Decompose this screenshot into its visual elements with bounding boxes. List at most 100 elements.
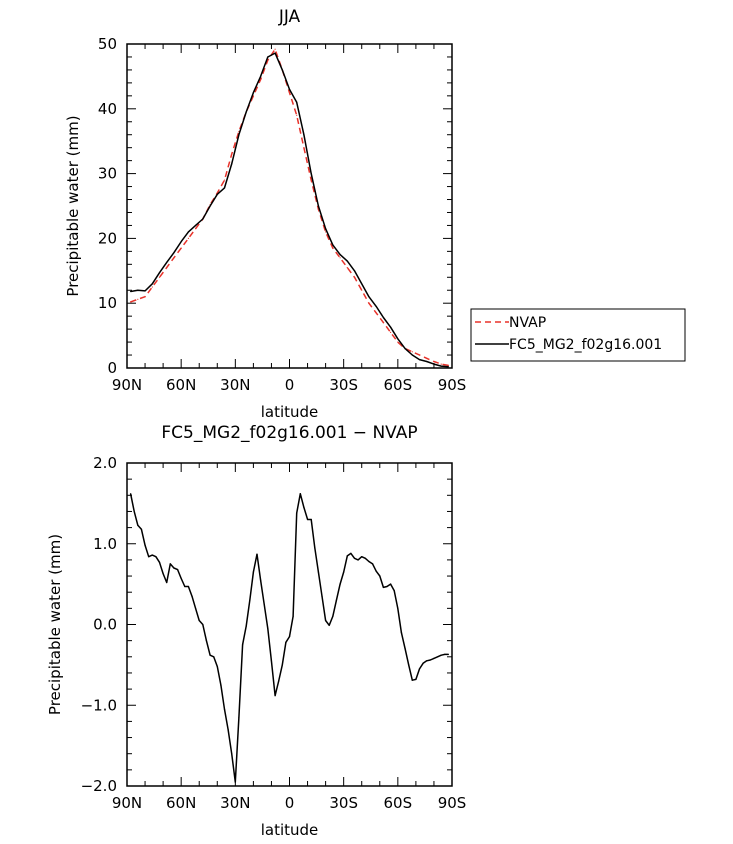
data-point: [422, 662, 424, 664]
y-tick-label: 40: [98, 100, 117, 118]
x-tick-label: 30S: [329, 794, 358, 812]
data-point: [263, 603, 265, 605]
y-axis-label: Precipitable water (mm): [64, 115, 82, 296]
data-point: [281, 69, 283, 71]
x-tick-label: 90N: [112, 376, 142, 394]
data-point: [281, 664, 283, 666]
series-2: [130, 52, 449, 368]
data-point: [361, 283, 363, 285]
legend: NVAP FC5_MG2_f02g16.001: [470, 308, 686, 362]
data-point: [144, 296, 146, 298]
data-point: [278, 680, 280, 682]
data-point: [368, 302, 370, 304]
data-point: [361, 289, 363, 291]
data-point: [227, 728, 229, 731]
x-axis-label: latitude: [261, 821, 319, 839]
data-point: [288, 92, 291, 94]
x-tick-label: 30N: [220, 376, 250, 394]
data-point: [303, 506, 305, 508]
data-point: [332, 615, 334, 618]
data-point: [433, 657, 435, 660]
data-point: [158, 561, 161, 563]
data-point: [177, 569, 179, 571]
data-point: [346, 267, 348, 269]
data-point: [335, 599, 337, 601]
data-point: [328, 624, 330, 626]
data-point: [375, 305, 377, 307]
data-point: [397, 607, 399, 610]
data-point: [133, 510, 135, 512]
data-point: [223, 708, 226, 710]
data-point: [213, 656, 215, 658]
data-point: [339, 254, 341, 256]
data-point: [195, 607, 197, 610]
data-point: [368, 560, 370, 563]
data-point: [411, 354, 413, 356]
data-point: [386, 585, 388, 588]
data-point: [162, 573, 164, 575]
data-point: [339, 583, 341, 585]
data-point: [205, 640, 207, 642]
data-point: [195, 228, 197, 230]
data-point: [440, 654, 442, 656]
data-point: [447, 364, 449, 366]
data-point: [180, 247, 182, 249]
y-tick-label: 10: [98, 294, 117, 312]
data-point: [148, 556, 150, 558]
data-point: [393, 590, 395, 592]
data-point: [184, 585, 186, 588]
x-tick-label: 30S: [329, 376, 358, 394]
data-point: [173, 257, 175, 259]
data-point: [447, 366, 449, 368]
data-point: [415, 678, 417, 681]
data-point: [390, 326, 392, 328]
data-point: [187, 237, 189, 239]
x-tick-label: 60S: [384, 794, 413, 812]
data-point: [303, 134, 305, 136]
data-point: [411, 679, 413, 681]
y-tick-label: 2.0: [93, 454, 117, 472]
legend-box: [470, 308, 686, 362]
series-1: [129, 492, 449, 783]
data-point: [346, 260, 348, 262]
data-point: [191, 595, 193, 597]
y-axis-label: Precipitable water (mm): [46, 534, 64, 715]
data-point: [238, 134, 240, 136]
data-point: [166, 267, 168, 269]
chart-title: JJA: [278, 7, 301, 27]
data-point: [426, 360, 428, 363]
data-point: [187, 231, 189, 233]
y-tick-label: 30: [98, 165, 117, 183]
data-point: [382, 322, 384, 324]
data-point: [158, 276, 161, 278]
data-point: [426, 660, 428, 662]
data-point: [245, 111, 247, 113]
data-point: [137, 289, 139, 291]
chart-title: FC5_MG2_f02g16.001 − NVAP: [161, 423, 417, 443]
data-point: [288, 636, 291, 638]
data-point: [429, 659, 431, 661]
data-point: [346, 555, 348, 557]
data-point: [310, 518, 312, 521]
data-point: [169, 563, 171, 565]
data-point: [296, 512, 298, 514]
data-point: [353, 557, 356, 559]
data-point: [220, 684, 222, 686]
data-point: [234, 781, 236, 783]
data-point: [223, 187, 226, 189]
data-point: [317, 205, 319, 207]
plot-panel-2: FC5_MG2_f02g16.001 − NVAP 90N 60N 30N 0 30S 60…: [46, 423, 466, 839]
series-1: [130, 48, 449, 367]
x-tick-label: 90N: [112, 794, 142, 812]
data-point: [375, 312, 377, 314]
data-point: [173, 567, 175, 569]
data-point: [332, 247, 334, 249]
data-point: [249, 599, 251, 601]
data-point: [418, 359, 421, 361]
data-point: [440, 365, 442, 367]
data-point: [353, 270, 356, 272]
data-point: [137, 524, 139, 526]
data-point: [332, 244, 334, 246]
data-point: [270, 660, 272, 662]
data-point: [285, 641, 287, 643]
